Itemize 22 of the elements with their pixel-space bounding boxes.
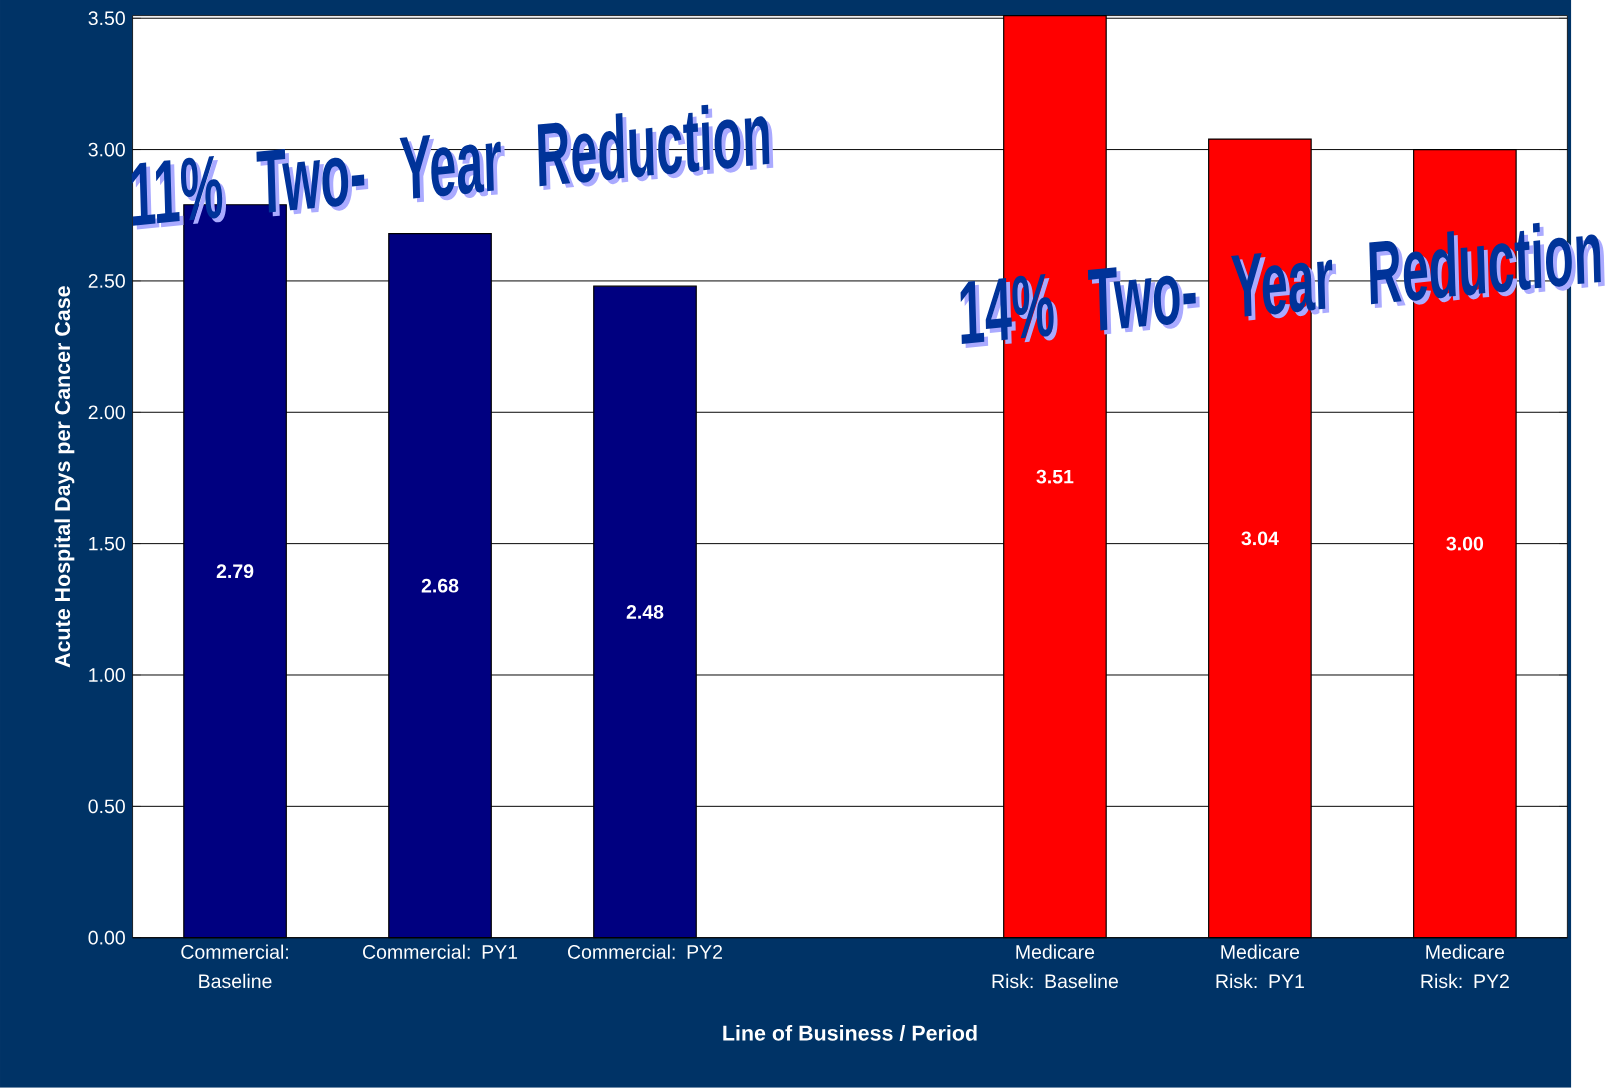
x-tick-label: Commercial: PY2 xyxy=(567,944,723,959)
y-tick-label: 3.00 xyxy=(88,142,125,157)
y-axis-title: Acute Hospital Days per Cancer Case xyxy=(54,286,75,668)
x-tick-label: Medicare Risk: PY2 xyxy=(1421,944,1509,989)
y-tick-label: 1.50 xyxy=(89,536,125,551)
x-tick-label: Medicare Risk: PY1 xyxy=(1216,944,1304,989)
y-tick-label: 2.50 xyxy=(88,274,125,288)
y-tick-label: 3.50 xyxy=(88,11,125,26)
data-label: 2.79 xyxy=(216,564,254,579)
y-tick-label: 2.00 xyxy=(88,405,125,420)
data-label: 2.48 xyxy=(626,605,664,619)
x-tick-label: Medicare Risk: Baseline xyxy=(992,944,1118,989)
x-tick-label: Commercial: PY1 xyxy=(363,944,518,959)
x-tick-label: Commercial: Baseline xyxy=(181,944,288,989)
data-label: 3.00 xyxy=(1446,536,1484,551)
y-tick-label: 1.00 xyxy=(89,668,125,682)
y-tick-label: 0.50 xyxy=(88,799,125,814)
data-label: 3.04 xyxy=(1241,531,1279,546)
data-label: 2.68 xyxy=(421,578,459,593)
y-tick-label: 0.00 xyxy=(88,930,125,945)
data-label: 3.51 xyxy=(1036,469,1074,484)
x-axis-title: Line of Business / Period xyxy=(723,1025,977,1041)
